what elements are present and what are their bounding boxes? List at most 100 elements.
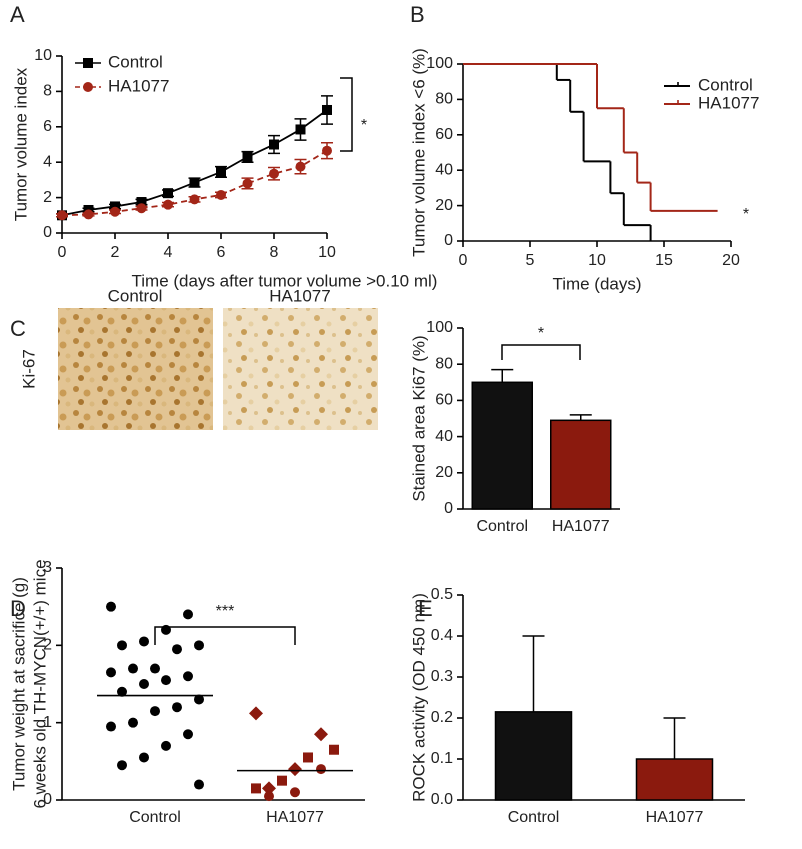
x-category-label: HA1077	[266, 809, 324, 826]
row-label: Ki-67	[19, 349, 38, 389]
data-point	[110, 201, 120, 212]
data-point	[163, 188, 173, 199]
data-point	[322, 145, 332, 156]
legend-label: Control	[698, 75, 753, 94]
data-point	[314, 727, 328, 742]
data-point	[161, 624, 171, 635]
significance-label: ***	[216, 603, 235, 620]
y-tick-label: 0.0	[431, 791, 453, 808]
y-tick-label: 80	[435, 355, 453, 372]
data-point	[139, 636, 149, 647]
ki67-image-ha1077	[223, 308, 378, 430]
legend-label: HA1077	[108, 76, 169, 95]
y-tick-label: 60	[435, 392, 453, 409]
y-tick-label: 0.4	[431, 627, 453, 644]
error-bar	[522, 635, 545, 712]
data-point	[57, 210, 67, 221]
data-point	[262, 781, 276, 796]
x-tick-label: 20	[722, 252, 740, 269]
x-tick-label: 0	[459, 252, 468, 269]
y-tick-label: 6	[43, 118, 52, 135]
x-category-label: Control	[508, 809, 560, 826]
bar	[550, 419, 612, 510]
x-tick-label: 10	[588, 252, 606, 269]
error-bar	[491, 368, 514, 383]
ki67-image-control	[58, 308, 213, 430]
data-point	[128, 663, 138, 674]
x-category-label: HA1077	[552, 518, 610, 535]
y-axis-label: Tumor volume index	[11, 67, 30, 221]
data-point	[117, 686, 127, 697]
data-point	[172, 702, 182, 713]
data-point	[150, 706, 160, 717]
panel-letter: D	[10, 596, 26, 621]
data-point	[161, 675, 171, 686]
data-point	[251, 783, 261, 794]
data-point	[316, 764, 326, 775]
data-point	[216, 189, 226, 200]
legend-label: HA1077	[698, 93, 759, 112]
y-tick-label: 10	[34, 47, 52, 64]
data-point	[139, 679, 149, 689]
data-point	[183, 671, 193, 682]
data-point	[264, 791, 274, 802]
data-point	[216, 166, 226, 177]
legend-marker	[83, 82, 93, 92]
y-axis-label: Stained area Ki67 (%)	[409, 335, 428, 501]
data-point	[106, 667, 116, 678]
y-tick-label: 2	[43, 189, 52, 206]
x-category-label: Control	[476, 518, 528, 535]
y-tick-label: 0.5	[431, 586, 453, 603]
y-tick-label: 8	[43, 83, 52, 100]
y-tick-label: 100	[426, 319, 453, 336]
y-tick-label: 4	[43, 153, 52, 170]
y-tick-label: 0.2	[431, 709, 453, 726]
x-tick-label: 6	[217, 244, 226, 261]
y-tick-label: 20	[435, 197, 453, 214]
y-axis-label: Tumor weight at sacrifice (g)	[9, 577, 28, 791]
x-tick-label: 4	[164, 244, 173, 261]
significance-bracket	[340, 77, 353, 152]
data-point	[322, 104, 332, 115]
y-tick-label: 0	[43, 791, 52, 808]
data-point	[242, 151, 253, 162]
data-point	[303, 752, 313, 763]
legend-marker	[83, 58, 93, 68]
y-tick-label: 3	[43, 559, 52, 576]
data-point	[269, 168, 279, 179]
y-tick-label: 1	[43, 714, 52, 731]
data-point	[189, 194, 200, 205]
data-point	[242, 178, 253, 189]
significance-label: *	[538, 325, 544, 342]
x-tick-label: 2	[111, 244, 120, 261]
data-point	[329, 744, 339, 755]
data-point	[83, 209, 94, 220]
x-category-label: HA1077	[646, 809, 704, 826]
x-tick-label: 5	[526, 252, 535, 269]
data-point	[163, 199, 173, 210]
data-point	[161, 740, 171, 751]
data-point	[136, 197, 147, 208]
y-tick-label: 60	[435, 126, 453, 143]
y-tick-label: 0	[444, 500, 453, 517]
image-label: HA1077	[269, 286, 330, 305]
data-point	[128, 717, 138, 728]
y-tick-label: 2	[43, 637, 52, 654]
data-point	[269, 139, 279, 150]
y-axis-label: ROCK activity (OD 450 nm)	[409, 593, 428, 802]
x-tick-label: 15	[655, 252, 673, 269]
x-tick-label: 8	[270, 244, 279, 261]
y-tick-label: 20	[435, 464, 453, 481]
data-point	[183, 729, 193, 740]
significance-label: *	[361, 117, 367, 134]
error-bar	[663, 717, 686, 759]
y-tick-label: 0.1	[431, 750, 453, 767]
x-category-label: Control	[129, 809, 181, 826]
error-bar	[569, 414, 592, 421]
data-point	[139, 752, 149, 763]
data-point	[249, 706, 263, 721]
significance-bracket	[501, 344, 581, 360]
panel-letter: E	[418, 596, 433, 621]
significance-bracket	[154, 626, 296, 645]
